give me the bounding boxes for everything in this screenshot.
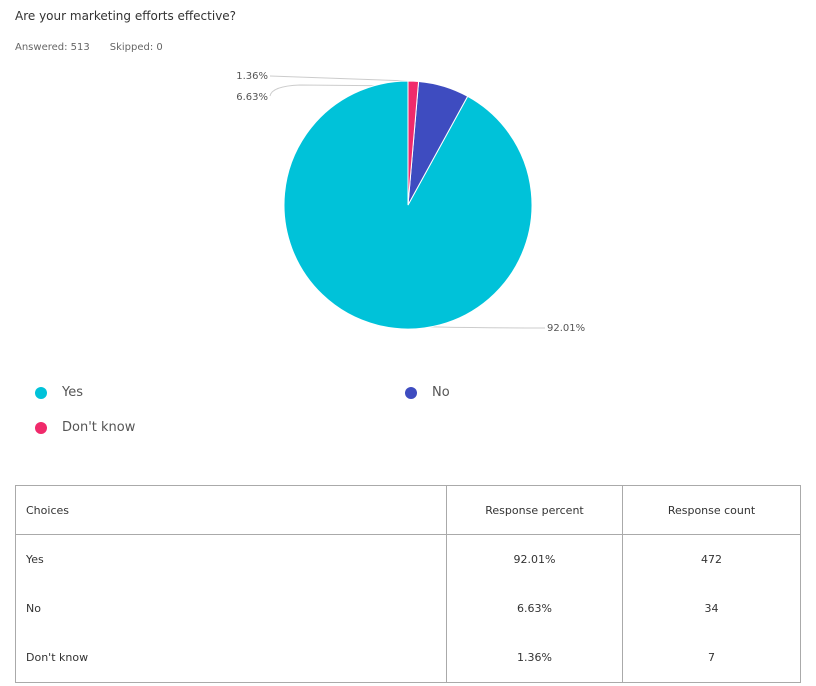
row-percent: 1.36% bbox=[446, 633, 623, 683]
header-response-count: Response count bbox=[622, 485, 801, 535]
data-label-no: 6.63% bbox=[236, 92, 268, 103]
leader-line-don-t-know bbox=[269, 75, 414, 82]
row-percent: 6.63% bbox=[446, 584, 623, 633]
table-row: No 6.63% 34 bbox=[16, 584, 801, 633]
row-percent: 92.01% bbox=[446, 534, 623, 584]
legend-label-no: No bbox=[432, 385, 450, 400]
row-choice: No bbox=[26, 602, 41, 615]
legend-dot-no bbox=[405, 386, 417, 399]
legend-dot-dont-know bbox=[35, 421, 47, 434]
header-response-percent: Response percent bbox=[446, 485, 623, 535]
row-choice: Don't know bbox=[26, 651, 89, 664]
skipped-count: Skipped: 0 bbox=[109, 42, 163, 53]
legend-item-dont-know[interactable]: Don't know bbox=[35, 420, 135, 435]
data-label-don-t-know: 1.36% bbox=[236, 71, 268, 82]
question-title: Are your marketing efforts effective? bbox=[15, 9, 237, 23]
results-table: Choices Response percent Response count … bbox=[15, 485, 801, 683]
table-header-row: Choices Response percent Response count bbox=[15, 485, 801, 535]
answered-count: Answered: 513 bbox=[15, 42, 90, 53]
legend-item-no[interactable]: No bbox=[405, 385, 450, 400]
leader-line-no bbox=[269, 84, 444, 97]
response-meta: Answered: 513 Skipped: 0 bbox=[15, 42, 163, 53]
legend-label-yes: Yes bbox=[62, 385, 83, 400]
pie-chart: 92.01% 6.63% 1.36% bbox=[236, 71, 585, 334]
data-label-yes: 92.01% bbox=[547, 323, 585, 334]
pie-slice-don-t-know[interactable] bbox=[407, 80, 420, 206]
table-row: Don't know 1.36% 7 bbox=[16, 633, 801, 683]
table-row: Yes 92.01% 472 bbox=[16, 534, 801, 584]
row-count: 7 bbox=[622, 633, 801, 683]
legend-item-yes[interactable]: Yes bbox=[35, 385, 83, 400]
row-count: 34 bbox=[622, 584, 801, 633]
row-choice: Yes bbox=[26, 553, 44, 566]
row-count: 472 bbox=[622, 534, 801, 584]
legend-dot-yes bbox=[35, 386, 47, 399]
header-choices: Choices bbox=[15, 485, 447, 535]
legend-label-dont-know: Don't know bbox=[62, 420, 136, 435]
